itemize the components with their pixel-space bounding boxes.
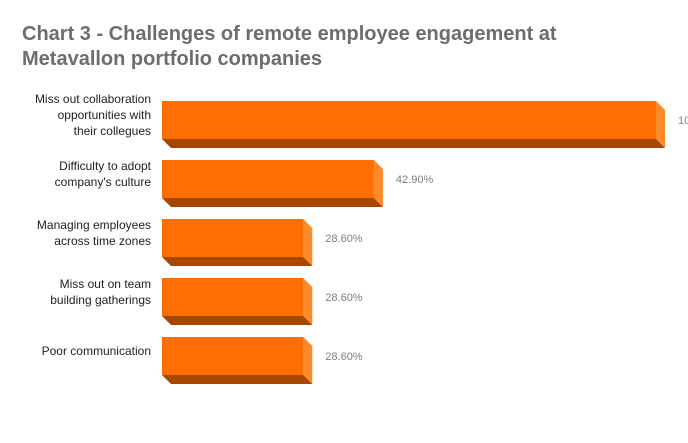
category-label-5: Poor communication — [42, 344, 151, 358]
bar-side-face — [656, 101, 665, 148]
bar-front-face — [162, 278, 304, 316]
bar-1 — [162, 101, 665, 148]
bar-side-face — [303, 219, 313, 266]
bar-side-face — [373, 160, 383, 207]
value-label-5: 28.60% — [325, 351, 363, 363]
bar-front-face — [162, 101, 656, 139]
value-label-4: 28.60% — [325, 292, 363, 304]
category-label-line: their collegues — [74, 124, 151, 138]
category-label-line: building gatherings — [50, 293, 151, 307]
bar-bottom-face — [162, 139, 665, 148]
category-label-line: opportunities with — [58, 108, 151, 122]
category-label-2: Difficulty to adopt company's culture — [55, 159, 152, 189]
category-label-line: Difficulty to adopt — [59, 159, 151, 173]
category-label-line: Miss out collaboration — [35, 92, 151, 106]
bar-5 — [162, 337, 313, 384]
bar-3 — [162, 219, 313, 266]
bar-front-face — [162, 219, 304, 257]
value-label-2: 42.90% — [396, 174, 434, 186]
bar-side-face — [303, 337, 313, 384]
bar-bottom-face — [162, 375, 313, 384]
category-label-line: Poor communication — [42, 344, 151, 358]
category-label-line: across time zones — [54, 234, 151, 248]
category-label-line: Managing employees — [37, 218, 151, 232]
bar-front-face — [162, 160, 374, 198]
bar-front-face — [162, 337, 304, 375]
category-label-3: Managing employees across time zones — [37, 218, 151, 248]
bar-bottom-face — [162, 257, 313, 266]
bar-bottom-face — [162, 316, 313, 325]
chart-title-line-2: Metavallon portfolio companies — [22, 48, 323, 70]
bar-2 — [162, 160, 383, 207]
bar-bottom-face — [162, 198, 383, 207]
category-label-4: Miss out on team building gatherings — [50, 277, 151, 307]
value-label-3: 28.60% — [325, 233, 363, 245]
category-label-line: company's culture — [55, 175, 152, 189]
category-label-line: Miss out on team — [60, 277, 151, 291]
value-label-1: 100.00% — [678, 115, 688, 127]
labels-layer: 100.00% Miss out collaboration opportuniti… — [35, 92, 688, 363]
chart-title-line-1: Chart 3 - Challenges of remote employee … — [22, 23, 557, 45]
category-label-1: Miss out collaboration opportunities with… — [35, 92, 151, 138]
bars-layer — [162, 101, 665, 384]
chart-title: Chart 3 - Challenges of remote employee … — [22, 22, 642, 72]
bar-side-face — [303, 278, 313, 325]
bar-4 — [162, 278, 313, 325]
